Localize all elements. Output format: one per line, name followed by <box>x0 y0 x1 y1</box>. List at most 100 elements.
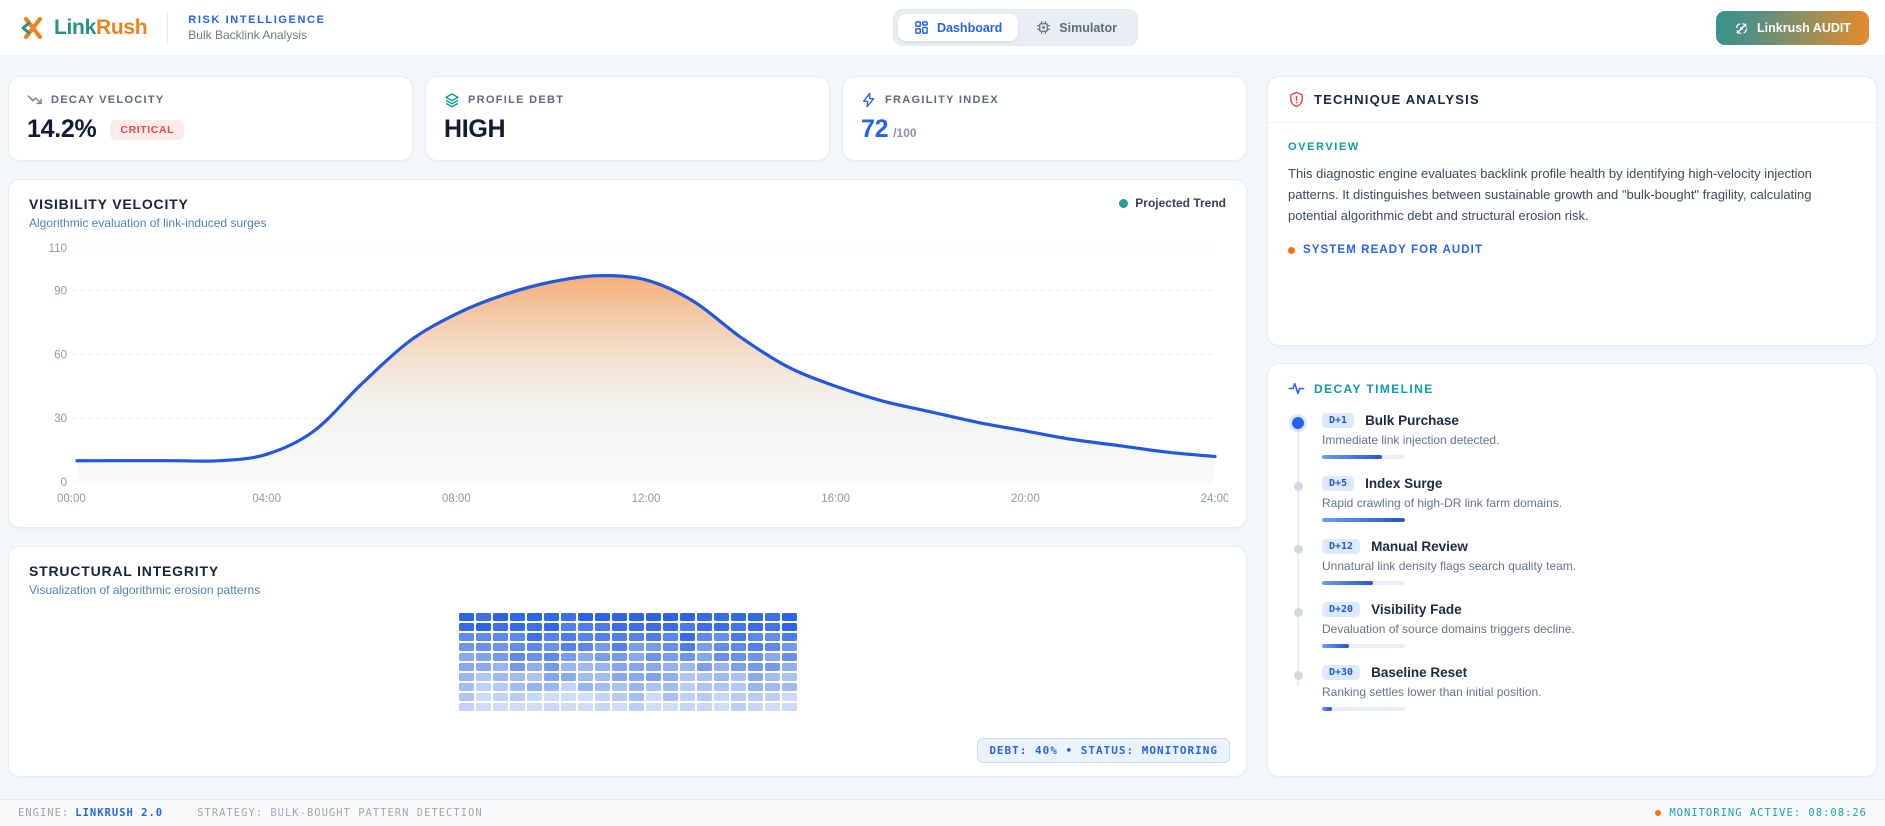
timeline-day-badge: D+30 <box>1322 665 1361 680</box>
x-axis-tick-label: 08:00 <box>442 493 471 505</box>
heatmap-cell <box>594 643 610 651</box>
stat-label-row: PROFILE DEBT <box>444 92 811 108</box>
section-sublabel: Bulk Backlink Analysis <box>188 27 308 42</box>
timeline-item-desc: Rapid crawling of high-DR link farm doma… <box>1322 496 1563 510</box>
heatmap-cell <box>781 683 797 691</box>
heatmap-cell <box>492 623 508 631</box>
heatmap-cell <box>526 703 542 711</box>
heatmap-cell <box>696 643 712 651</box>
linkrush-logo-icon <box>21 16 43 39</box>
y-axis-tick-label: 60 <box>54 349 67 361</box>
heatmap-cell <box>577 613 593 621</box>
heatmap-cell <box>730 683 746 691</box>
timeline-item-row: D+12 Manual Review <box>1322 539 1856 554</box>
timeline-progress-fill <box>1322 455 1382 459</box>
legend-dot-icon <box>1119 198 1129 208</box>
heatmap-cell <box>492 613 508 621</box>
heatmap-cell <box>577 663 593 671</box>
heatmap-cell <box>764 663 780 671</box>
tab-simulator-label: Simulator <box>1059 20 1117 35</box>
timeline-day-badge: D+20 <box>1322 602 1361 617</box>
heatmap-cell <box>764 683 780 691</box>
audit-scan-icon <box>1735 22 1748 34</box>
shield-alert-icon <box>1290 91 1303 108</box>
technique-header: TECHNIQUE ANALYSIS <box>1268 77 1876 123</box>
heatmap-cell <box>713 613 729 621</box>
trend-line <box>75 273 1217 463</box>
heatmap-cell <box>611 703 627 711</box>
heatmap-cell <box>611 623 627 631</box>
heatmap-cell <box>543 673 559 681</box>
monitoring-dot-icon <box>1655 810 1662 816</box>
heatmap-cell <box>713 703 729 711</box>
chart-title-block: VISIBILITY VELOCITY Algorithmic evaluati… <box>29 196 266 230</box>
heatmap-cell <box>662 703 678 711</box>
heatmap-cell <box>475 613 491 621</box>
timeline-progress-track <box>1322 518 1405 522</box>
y-axis-tick-label: 90 <box>54 286 67 298</box>
heatmap-cell <box>560 613 576 621</box>
tab-dashboard[interactable]: Dashboard <box>898 14 1019 41</box>
activity-pulse-icon <box>1288 382 1305 395</box>
timeline-dot-icon <box>1294 545 1303 554</box>
heatmap-cell <box>526 633 542 641</box>
chart-subtitle: Algorithmic evaluation of link-induced s… <box>29 216 267 230</box>
timeline-day-badge: D+1 <box>1322 413 1355 428</box>
heatmap-cell <box>730 653 746 661</box>
critical-badge: CRITICAL <box>110 119 185 140</box>
heatmap-cell <box>781 693 797 701</box>
timeline-item-title: Index Surge <box>1365 476 1443 491</box>
heatmap-cell <box>560 633 576 641</box>
timeline-progress-fill <box>1322 581 1374 585</box>
timeline-dot-icon <box>1294 671 1303 680</box>
timeline-item-title: Baseline Reset <box>1371 665 1468 680</box>
heatmap-cell <box>645 683 661 691</box>
timeline-progress-fill <box>1322 518 1405 522</box>
profile-debt-value: HIGH <box>444 115 506 143</box>
heatmap-cell <box>679 623 695 631</box>
heatmap-cell <box>730 643 746 651</box>
x-axis-tick-label: 16:00 <box>821 493 850 505</box>
heatmap-cell <box>713 633 729 641</box>
heatmap-cell <box>662 633 678 641</box>
header-section-block: RISK INTELLIGENCE Bulk Backlink Analysis <box>188 14 325 42</box>
heatmap-cell <box>458 663 474 671</box>
heatmap-cell <box>781 663 797 671</box>
heatmap-cell <box>747 633 763 641</box>
timeline-rail <box>1297 425 1299 686</box>
right-column: TECHNIQUE ANALYSIS OVERVIEW This diagnos… <box>1267 76 1877 777</box>
stat-card-profile-debt: PROFILE DEBT HIGH <box>425 76 830 161</box>
stat-value-row: 14.2% CRITICAL <box>27 115 394 144</box>
timeline-item-index-surge: D+5 Index Surge Rapid crawling of high-D… <box>1288 476 1856 525</box>
heatmap-cell <box>594 613 610 621</box>
x-axis-tick-label: 04:00 <box>252 493 281 505</box>
heatmap-cell <box>458 643 474 651</box>
view-tabs: Dashboard Simulator <box>893 9 1138 46</box>
status-dot-icon <box>1288 246 1295 254</box>
heatmap-cell <box>662 643 678 651</box>
linkrush-audit-button[interactable]: Linkrush AUDIT <box>1716 11 1869 45</box>
heatmap-cell <box>679 693 695 701</box>
heatmap-cell <box>560 653 576 661</box>
heatmap-cell <box>662 623 678 631</box>
heatmap-cell <box>594 703 610 711</box>
heatmap-cell <box>458 633 474 641</box>
heatmap-cell <box>577 703 593 711</box>
heatmap-cell <box>611 663 627 671</box>
heatmap-cell <box>492 683 508 691</box>
heatmap-cell <box>696 663 712 671</box>
tab-simulator[interactable]: Simulator <box>1020 14 1133 41</box>
heatmap-cell <box>713 683 729 691</box>
heatmap-cell <box>560 623 576 631</box>
heatmap-cell <box>645 613 661 621</box>
timeline-progress-track <box>1322 455 1405 459</box>
heatmap-cell <box>492 673 508 681</box>
structure-subtitle: Visualization of algorithmic erosion pat… <box>29 583 261 597</box>
heatmap-cell <box>526 693 542 701</box>
heatmap-cell <box>475 653 491 661</box>
heatmap-cell <box>781 653 797 661</box>
heatmap-cell <box>679 613 695 621</box>
heatmap-cell <box>662 673 678 681</box>
heatmap-cell <box>577 623 593 631</box>
heatmap-cell <box>696 613 712 621</box>
